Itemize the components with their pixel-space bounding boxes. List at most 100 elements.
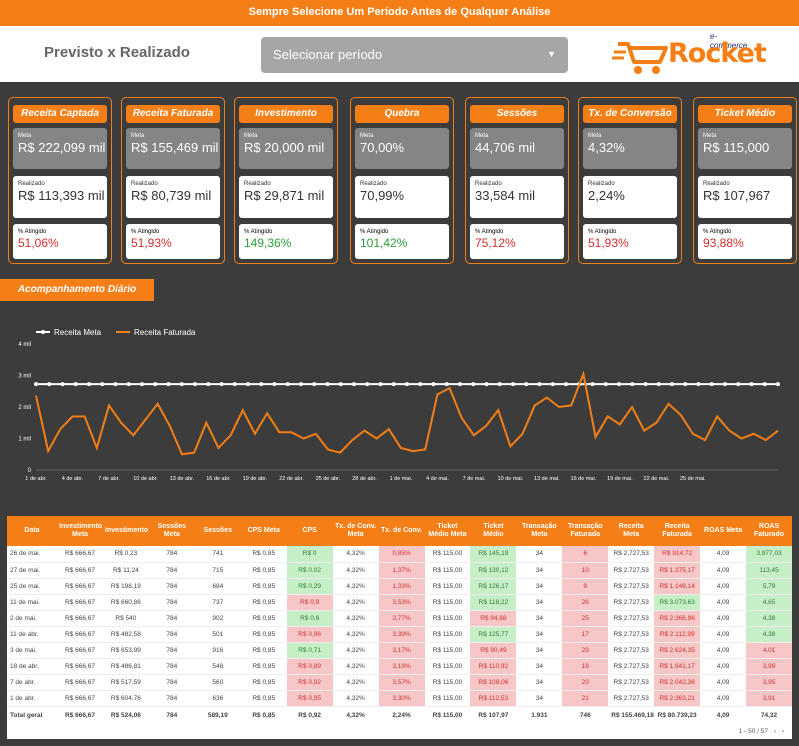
legend-label: Receita Faturada xyxy=(134,328,196,337)
table-cell: R$ 1.941,17 xyxy=(654,658,701,675)
series-point xyxy=(47,382,52,387)
column-header[interactable]: Tx. de Conv. xyxy=(378,516,425,546)
rocket-logo: e-commerce Rocket xyxy=(612,30,767,78)
column-header[interactable]: Investimento xyxy=(102,516,149,546)
table-cell: R$ 115,00 xyxy=(424,658,471,675)
table-cell: 20 xyxy=(562,674,609,691)
table-row[interactable]: 11 de abr. R$ 666,67 R$ 482,58 784 501 R$ 0,8… xyxy=(7,626,792,643)
column-header[interactable]: CPS xyxy=(286,516,333,546)
table-cell: R$ 0,89 xyxy=(286,658,333,675)
kpi-real-value: 2,24% xyxy=(588,188,625,203)
total-cell: 746 xyxy=(579,711,591,719)
x-tick-label: 7 de mai. xyxy=(463,476,486,482)
table-row[interactable]: 27 de mai. R$ 666,67 R$ 11,24 784 715 R$ 0,85… xyxy=(7,562,792,579)
column-header[interactable]: Receita Faturada xyxy=(654,516,701,546)
series-point xyxy=(179,382,184,387)
kpi-pct-value: 51,06% xyxy=(18,236,59,250)
column-header[interactable]: Receita Meta xyxy=(608,516,655,546)
table-cell: 784 xyxy=(148,594,195,611)
table-cell: 34 xyxy=(516,546,563,563)
table-header-row: Data Investimento Meta Investimento Sessões… xyxy=(7,516,792,546)
table-cell: R$ 0,85 xyxy=(240,578,287,595)
series-point xyxy=(87,382,91,387)
table-row[interactable]: 25 de mai. R$ 666,67 R$ 198,19 784 684 R$ 0,8… xyxy=(7,578,792,595)
table-cell: R$ 666,67 xyxy=(57,690,103,707)
pager-prev-icon[interactable]: ‹ xyxy=(773,728,777,735)
series-point xyxy=(484,382,489,387)
table-cell: R$ 2.727,53 xyxy=(608,594,655,611)
column-header[interactable]: Sessões Meta xyxy=(148,516,195,546)
column-header[interactable]: Transação Faturada xyxy=(562,516,609,546)
series-point xyxy=(73,382,78,387)
kpi-card: Receita Captada Meta R$ 222,099 mil Real… xyxy=(8,97,112,264)
table-total-row: Total geral R$ 666,67 R$ 524,06 784 589,19 R$… xyxy=(7,706,792,724)
table-cell: 25 xyxy=(562,610,609,627)
kpi-title: Investimento xyxy=(239,105,333,123)
kpi-pct-label: % Atingido xyxy=(588,229,617,235)
kpi-real-box: Realizado R$ 107,967 xyxy=(698,176,792,218)
table-cell: R$ 115,00 xyxy=(424,562,471,579)
column-header[interactable]: Ticket Médio xyxy=(470,516,517,546)
table-cell: R$ 666,67 xyxy=(57,546,103,563)
column-header[interactable]: Tx. de Conv. Meta xyxy=(332,516,379,546)
total-cell: 1.931 xyxy=(531,711,548,719)
total-cell: 589,19 xyxy=(207,711,228,719)
table-cell: 34 xyxy=(516,674,563,691)
logo-wordmark: Rocket xyxy=(668,38,767,69)
column-header[interactable]: Transação Meta xyxy=(516,516,563,546)
table-cell: 4,09 xyxy=(700,690,747,707)
table-cell: 741 xyxy=(194,546,241,563)
table-cell: 4,01 xyxy=(746,642,792,659)
table-row[interactable]: 3 de mai. R$ 666,67 R$ 653,99 784 916 R$ 0,85… xyxy=(7,642,792,659)
column-header[interactable]: Investimento Meta xyxy=(57,516,103,546)
table-cell: R$ 0,23 xyxy=(102,546,149,563)
table-cell: R$ 2.727,53 xyxy=(608,674,655,691)
legend-label: Receita Meta xyxy=(54,328,102,337)
x-tick-label: 1 de mai. xyxy=(390,476,413,482)
series-point xyxy=(60,382,65,387)
column-header[interactable]: Data xyxy=(7,516,57,546)
table-cell: 4,09 xyxy=(700,658,747,675)
period-selector[interactable]: Selecionar período ▼ xyxy=(261,37,568,73)
table-row[interactable]: 7 de abr. R$ 666,67 R$ 517,59 784 560 R$ 0,85… xyxy=(7,674,792,691)
table-cell: 784 xyxy=(148,690,195,707)
table-row[interactable]: 26 de mai. R$ 666,67 R$ 0,23 784 741 R$ 0,85 R… xyxy=(7,546,792,563)
chevron-down-icon[interactable]: ▼ xyxy=(547,49,556,59)
table-cell: 1,37% xyxy=(378,562,425,579)
table-cell: R$ 486,81 xyxy=(102,658,149,675)
table-cell: 784 xyxy=(148,546,195,563)
table-cell: R$ 660,86 xyxy=(102,594,149,611)
x-tick-label: 19 de mai. xyxy=(607,476,633,482)
x-tick-label: 7 de abr. xyxy=(98,476,120,482)
table-row[interactable]: 2 de mai. R$ 666,67 R$ 540 784 902 R$ 0,85 R$ … xyxy=(7,610,792,627)
table-cell: R$ 666,67 xyxy=(57,626,103,643)
column-header[interactable]: Sessões xyxy=(194,516,241,546)
kpi-real-box: Realizado R$ 29,871 mil xyxy=(239,176,333,218)
table-cell: 34 xyxy=(516,562,563,579)
column-header[interactable]: CPS Meta xyxy=(240,516,287,546)
column-header[interactable]: Ticket Médio Meta xyxy=(424,516,471,546)
table-cell: 34 xyxy=(516,578,563,595)
kpi-real-label: Realizado xyxy=(18,181,45,187)
table-cell: 4,32% xyxy=(332,594,379,611)
pager-next-icon[interactable]: › xyxy=(781,728,784,735)
kpi-meta-label: Meta xyxy=(18,133,32,139)
table-cell: 784 xyxy=(148,642,195,659)
table-cell: 636 xyxy=(194,690,241,707)
table-row[interactable]: 1 de abr. R$ 666,67 R$ 604,76 784 636 R$ 0,85… xyxy=(7,690,792,707)
kpi-pct-box: % Atingido 51,93% xyxy=(583,224,677,259)
table-cell: 4,38 xyxy=(746,626,792,643)
table-cell: R$ 0,85 xyxy=(240,626,287,643)
table-cell: 4,32% xyxy=(332,562,379,579)
table-cell: 4,32% xyxy=(332,546,379,563)
table-row[interactable]: 18 de abr. R$ 666,67 R$ 486,81 784 548 R$ 0,8… xyxy=(7,658,792,675)
column-header[interactable]: ROAS Faturado xyxy=(746,516,792,546)
column-header[interactable]: ROAS Meta xyxy=(700,516,747,546)
table-row[interactable]: 11 de mai. R$ 666,67 R$ 660,86 784 737 R$ 0,8… xyxy=(7,594,792,611)
kpi-real-value: 33,584 mil xyxy=(475,188,535,203)
table-cell: 4,09 xyxy=(700,626,747,643)
series-point xyxy=(590,382,595,387)
kpi-meta-value: R$ 20,000 mil xyxy=(244,140,325,155)
series-point xyxy=(776,382,780,387)
total-cell: R$ 107,97 xyxy=(478,711,509,719)
